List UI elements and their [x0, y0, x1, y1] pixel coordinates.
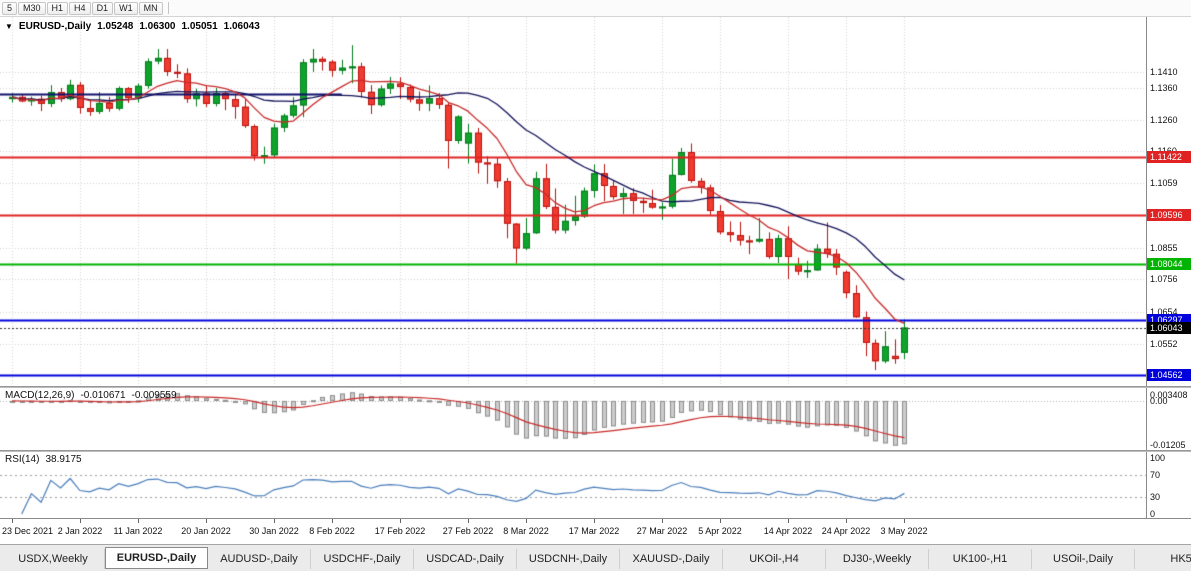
chart-ohlc-header: ▼ EURUSD-,Daily 1.05248 1.06300 1.05051 … [5, 21, 260, 32]
ohlc-close: 1.06043 [223, 21, 260, 32]
rsi-header: RSI(14) 38.9175 [5, 454, 82, 465]
period-button-h1[interactable]: H1 [46, 1, 69, 15]
date-tick [274, 519, 275, 523]
date-tick [400, 519, 401, 523]
price-axis-label: 1.0855 [1150, 243, 1178, 254]
price-line-badge: 1.09596 [1147, 208, 1191, 221]
tab-hk50[interactable]: HK50- [1135, 549, 1191, 569]
date-axis-label: 30 Jan 2022 [249, 526, 299, 536]
main-chart-canvas[interactable] [0, 17, 1146, 386]
date-axis-label: 11 Jan 2022 [113, 526, 163, 536]
macd-axis[interactable]: 0.003408 0.00 -0.01205 [1146, 388, 1191, 450]
date-tick [12, 519, 13, 523]
macd-main-value: -0.010671 [80, 390, 126, 401]
macd-axis-label: 0.003408 [1150, 390, 1188, 400]
date-axis-label: 3 May 2022 [880, 526, 928, 536]
price-axis[interactable]: 1.14101.13601.12601.11601.10591.09591.08… [1146, 17, 1191, 386]
period-button-m30[interactable]: M30 [18, 1, 46, 15]
ohlc-high: 1.06300 [139, 21, 176, 32]
price-axis-label: 1.1360 [1150, 83, 1178, 93]
panel-separator[interactable] [0, 386, 1191, 388]
tab-audusd-daily[interactable]: AUDUSD-,Daily [208, 549, 311, 569]
date-tick [332, 519, 333, 523]
date-axis-label: 8 Feb 2022 [309, 526, 355, 536]
date-axis-label: 27 Feb 2022 [442, 526, 494, 536]
date-tick [846, 519, 847, 523]
rsi-panel-canvas[interactable] [0, 452, 1146, 518]
tab-ukoil-h4[interactable]: UKOil-,H4 [723, 549, 826, 569]
tab-eurusd-daily[interactable]: EURUSD-,Daily [105, 547, 208, 569]
macd-signal-value: -0.009559 [131, 390, 177, 401]
date-tick [206, 519, 207, 523]
date-axis-label: 27 Mar 2022 [636, 526, 688, 536]
date-axis-label: 17 Feb 2022 [374, 526, 426, 536]
date-axis-label: 23 Dec 2021 [2, 526, 54, 536]
rsi-axis-label: 0 [1150, 509, 1156, 519]
macd-header: MACD(12,26,9) -0.010671 -0.009559 [5, 390, 177, 401]
date-tick [720, 519, 721, 523]
rsi-value: 38.9175 [45, 454, 82, 465]
date-axis-label: 24 Apr 2022 [821, 526, 871, 536]
period-button-w1[interactable]: W1 [114, 1, 138, 15]
toolbar-separator [167, 2, 169, 14]
tab-usdcad-daily[interactable]: USDCAD-,Daily [414, 549, 517, 569]
price-axis-label: 1.1260 [1150, 114, 1178, 125]
tab-usdcnh-daily[interactable]: USDCNH-,Daily [517, 549, 620, 569]
date-tick [662, 519, 663, 523]
date-tick [468, 519, 469, 523]
price-line-badge: 1.04562 [1147, 368, 1191, 381]
date-axis-label: 5 Apr 2022 [698, 526, 742, 536]
date-axis-label: 8 Mar 2022 [503, 526, 549, 536]
ohlc-open: 1.05248 [97, 21, 134, 32]
rsi-axis[interactable]: 100 70 30 0 [1146, 452, 1191, 519]
tab-usdchf-daily[interactable]: USDCHF-,Daily [311, 549, 414, 569]
period-button-5[interactable]: 5 [2, 1, 18, 15]
date-tick [788, 519, 789, 523]
date-tick [904, 519, 905, 523]
macd-panel-canvas[interactable] [0, 388, 1146, 450]
macd-axis-label: 0.00 [1150, 395, 1168, 406]
tab-xauusd-daily[interactable]: XAUUSD-,Daily [620, 549, 723, 569]
macd-title: MACD(12,26,9) [5, 390, 75, 401]
period-button-mn[interactable]: MN [138, 1, 163, 15]
price-axis-label: 1.0654 [1150, 306, 1178, 317]
date-axis-label: 14 Apr 2022 [763, 526, 813, 536]
rsi-axis-label: 30 [1150, 492, 1161, 503]
period-button-d1[interactable]: D1 [91, 1, 114, 15]
date-axis-label: 2 Jan 2022 [57, 526, 103, 536]
price-line-badge: 1.11422 [1147, 151, 1191, 164]
date-tick [80, 519, 81, 523]
current-price-badge: 1.06043 [1147, 321, 1191, 334]
date-tick [526, 519, 527, 523]
price-axis-label: 1.0552 [1150, 339, 1178, 350]
period-button-h4[interactable]: H4 [69, 1, 91, 15]
rsi-title: RSI(14) [5, 454, 40, 465]
rsi-axis-label: 100 [1150, 453, 1166, 463]
date-axis-label: 20 Jan 2022 [181, 526, 231, 536]
tab-usdx-weekly[interactable]: USDX,Weekly [2, 549, 105, 569]
date-axis[interactable]: 23 Dec 2021 2 Jan 2022 11 Jan 2022 20 Jan 2… [0, 518, 1191, 544]
chart-symbol-label: EURUSD-,Daily [18, 21, 92, 32]
price-axis-label: 1.0756 [1150, 274, 1178, 285]
timeframe-toolbar: 5 M30 H1 H4 D1 W1 MN [0, 0, 1191, 17]
price-axis-label: 1.1059 [1150, 178, 1178, 189]
collapse-chart-icon[interactable]: ▼ [5, 22, 13, 31]
date-tick [138, 519, 139, 523]
chart-tab-bar: USDX,Weekly EURUSD-,Daily AUDUSD-,Daily USD… [0, 544, 1191, 571]
tab-usoil-daily[interactable]: USOil-,Daily [1032, 549, 1135, 569]
tab-dj30-weekly[interactable]: DJ30-,Weekly [826, 549, 929, 569]
date-axis-label: 17 Mar 2022 [568, 526, 620, 536]
tab-uk100-h1[interactable]: UK100-,H1 [929, 549, 1032, 569]
panel-separator[interactable] [0, 450, 1191, 452]
macd-axis-label: -0.01205 [1150, 440, 1186, 450]
price-line-badge: 1.08044 [1147, 258, 1191, 271]
rsi-axis-label: 70 [1150, 469, 1161, 480]
ohlc-low: 1.05051 [181, 21, 218, 32]
price-axis-label: 1.1410 [1150, 67, 1178, 78]
date-tick [594, 519, 595, 523]
